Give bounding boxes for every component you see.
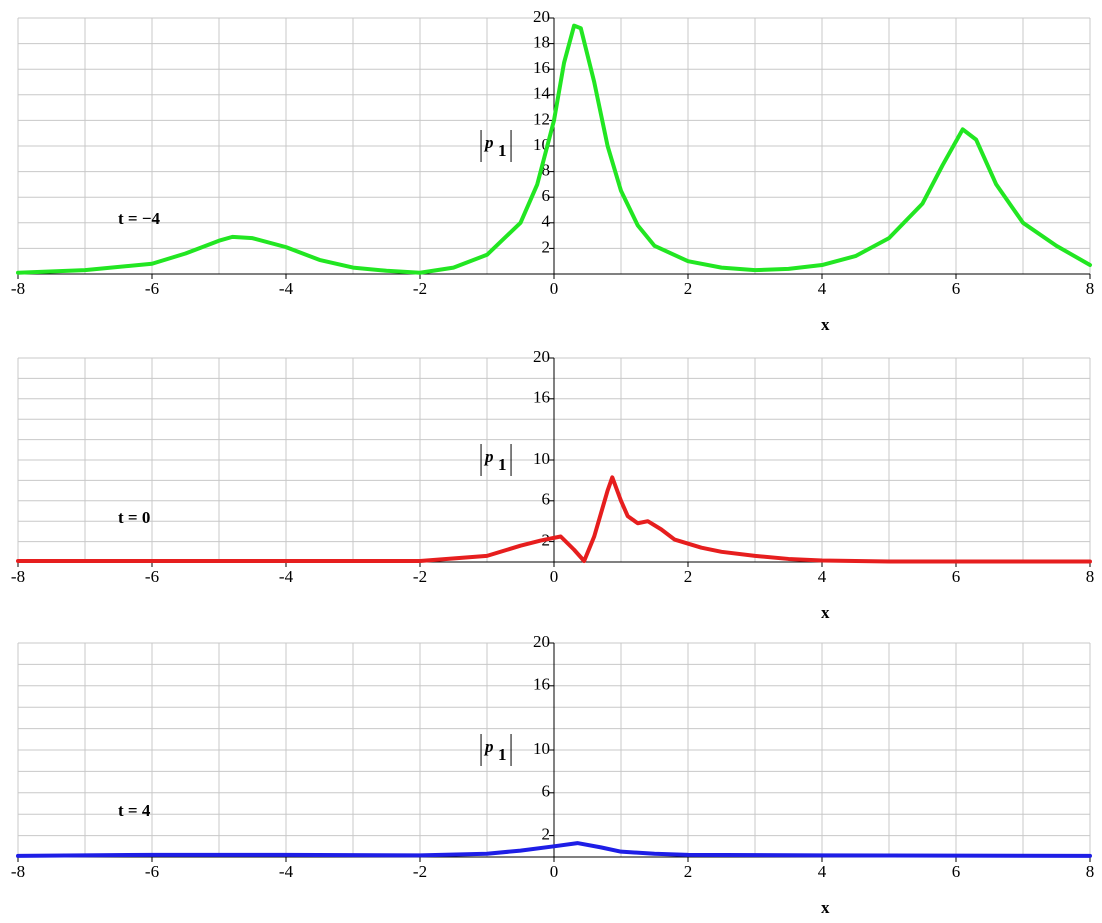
- x-tick-label: -8: [11, 279, 25, 298]
- y-tick-label: 12: [533, 109, 550, 128]
- y-axis-label: p: [483, 447, 494, 466]
- x-tick-label: 6: [952, 567, 961, 586]
- x-tick-label: 2: [684, 279, 693, 298]
- x-tick-label: -4: [279, 279, 294, 298]
- y-tick-label: 14: [533, 84, 551, 103]
- y-tick-label: 16: [533, 388, 550, 407]
- x-axis-label: x: [821, 603, 830, 622]
- x-tick-label: 2: [684, 567, 693, 586]
- x-tick-label: -6: [145, 567, 159, 586]
- y-tick-label: 20: [533, 347, 550, 366]
- y-axis-label: p: [483, 133, 494, 152]
- y-tick-label: 16: [533, 58, 550, 77]
- x-tick-label: 2: [684, 862, 693, 881]
- y-axis-label-subscript: 1: [498, 455, 507, 474]
- x-axis-label: x: [821, 315, 830, 334]
- y-axis-label-subscript: 1: [498, 745, 507, 764]
- x-tick-label: 8: [1086, 567, 1095, 586]
- y-tick-label: 10: [533, 739, 550, 758]
- x-tick-label: -2: [413, 567, 427, 586]
- x-tick-label: 4: [818, 279, 827, 298]
- x-tick-label: 8: [1086, 862, 1095, 881]
- y-tick-label: 20: [533, 7, 550, 26]
- y-tick-label: 8: [542, 161, 551, 180]
- x-tick-label: 6: [952, 279, 961, 298]
- y-tick-label: 2: [542, 237, 551, 256]
- y-axis-label-subscript: 1: [498, 141, 507, 160]
- panel: -8 -6 -4 -2 0 2 4 6 8 2 6 10 16 20 x p 1 t = 4: [11, 632, 1094, 917]
- x-tick-label: 0: [550, 862, 559, 881]
- x-tick-label: 4: [818, 862, 827, 881]
- x-tick-label: 4: [818, 567, 827, 586]
- y-tick-label: 6: [542, 782, 551, 801]
- data-line: [16, 841, 1092, 858]
- x-tick-label: -2: [413, 279, 427, 298]
- y-tick-label: 6: [542, 490, 551, 509]
- x-tick-label: 6: [952, 862, 961, 881]
- y-tick-label: 6: [542, 186, 551, 205]
- annotation: t = 0: [118, 508, 150, 527]
- data-line: [16, 23, 1092, 275]
- y-tick-label: 18: [533, 33, 550, 52]
- y-tick-label: 2: [542, 825, 551, 844]
- x-axis-label: x: [821, 898, 830, 917]
- x-tick-label: 8: [1086, 279, 1095, 298]
- y-tick-label: 10: [533, 449, 550, 468]
- x-tick-label: 0: [550, 279, 559, 298]
- x-tick-label: -4: [279, 862, 294, 881]
- annotation: t = −4: [118, 209, 161, 228]
- y-tick-label: 4: [542, 212, 551, 231]
- y-tick-label: 20: [533, 632, 550, 651]
- data-line: [16, 475, 1092, 564]
- x-tick-label: 0: [550, 567, 559, 586]
- y-axis-label: p: [483, 737, 494, 756]
- x-tick-label: -2: [413, 862, 427, 881]
- x-tick-label: -4: [279, 567, 294, 586]
- x-tick-label: -8: [11, 862, 25, 881]
- x-tick-label: -6: [145, 279, 159, 298]
- x-tick-label: -6: [145, 862, 159, 881]
- annotation: t = 4: [118, 801, 151, 820]
- x-tick-label: -8: [11, 567, 25, 586]
- y-tick-label: 16: [533, 675, 550, 694]
